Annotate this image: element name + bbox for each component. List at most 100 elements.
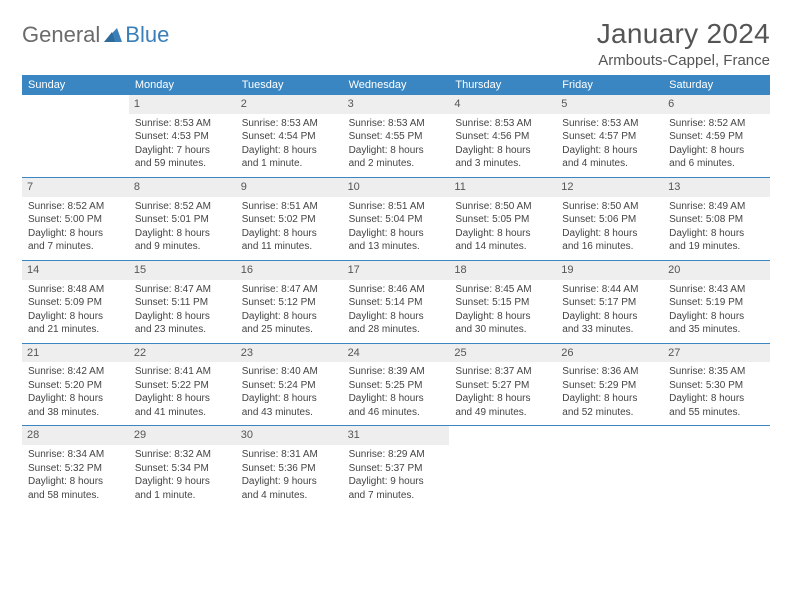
logo-triangle-icon: [104, 22, 122, 48]
day-number: 13: [663, 178, 770, 197]
calendar-day-cell: 16Sunrise: 8:47 AMSunset: 5:12 PMDayligh…: [236, 261, 343, 343]
calendar-day-cell: 24Sunrise: 8:39 AMSunset: 5:25 PMDayligh…: [343, 344, 450, 426]
day-number: 20: [663, 261, 770, 280]
day-info-line: Sunrise: 8:51 AM: [349, 200, 444, 214]
location-label: Armbouts-Cappel, France: [597, 52, 770, 69]
day-info-line: Daylight: 7 hours: [135, 144, 230, 158]
day-number: 6: [663, 95, 770, 114]
calendar-week-row: 14Sunrise: 8:48 AMSunset: 5:09 PMDayligh…: [22, 261, 770, 344]
day-number: 24: [343, 344, 450, 363]
day-info-line: Sunset: 5:04 PM: [349, 213, 444, 227]
day-info-line: Sunrise: 8:44 AM: [562, 283, 657, 297]
day-info-line: Sunset: 4:59 PM: [669, 130, 764, 144]
day-info-line: Sunset: 5:17 PM: [562, 296, 657, 310]
day-number: 25: [449, 344, 556, 363]
day-info-line: Sunset: 5:12 PM: [242, 296, 337, 310]
calendar-day-cell: 14Sunrise: 8:48 AMSunset: 5:09 PMDayligh…: [22, 261, 129, 343]
day-info-line: and 28 minutes.: [349, 323, 444, 337]
day-info-line: and 7 minutes.: [349, 489, 444, 503]
day-info-line: and 13 minutes.: [349, 240, 444, 254]
day-info-line: Sunrise: 8:31 AM: [242, 448, 337, 462]
day-info-line: Sunset: 4:56 PM: [455, 130, 550, 144]
day-info-line: Sunset: 4:53 PM: [135, 130, 230, 144]
calendar-week-row: 28Sunrise: 8:34 AMSunset: 5:32 PMDayligh…: [22, 426, 770, 508]
weekday-header: Wednesday: [343, 75, 450, 95]
day-number: [22, 95, 129, 114]
day-info-line: and 23 minutes.: [135, 323, 230, 337]
day-info-line: Sunset: 5:14 PM: [349, 296, 444, 310]
calendar-day-cell: 29Sunrise: 8:32 AMSunset: 5:34 PMDayligh…: [129, 426, 236, 508]
day-info-line: Sunset: 5:36 PM: [242, 462, 337, 476]
logo-text-blue: Blue: [125, 22, 169, 48]
calendar-day-cell: 1Sunrise: 8:53 AMSunset: 4:53 PMDaylight…: [129, 95, 236, 177]
month-year-title: January 2024: [597, 18, 770, 50]
day-info-line: Sunset: 4:57 PM: [562, 130, 657, 144]
day-info-line: Sunrise: 8:37 AM: [455, 365, 550, 379]
calendar-day-cell: 28Sunrise: 8:34 AMSunset: 5:32 PMDayligh…: [22, 426, 129, 508]
day-info-line: Daylight: 8 hours: [349, 144, 444, 158]
day-info-line: Sunset: 5:25 PM: [349, 379, 444, 393]
day-info-line: Daylight: 8 hours: [349, 310, 444, 324]
day-number: 17: [343, 261, 450, 280]
day-info-line: Sunset: 5:19 PM: [669, 296, 764, 310]
calendar-day-cell: 3 Sunrise: 8:53 AMSunset: 4:55 PMDaylight…: [343, 95, 450, 177]
day-info-line: Sunrise: 8:53 AM: [562, 117, 657, 131]
calendar-day-cell: [449, 426, 556, 508]
day-info-line: Daylight: 8 hours: [455, 310, 550, 324]
day-number: 5: [556, 95, 663, 114]
calendar-day-cell: 21Sunrise: 8:42 AMSunset: 5:20 PMDayligh…: [22, 344, 129, 426]
day-number: 30: [236, 426, 343, 445]
day-info-line: and 55 minutes.: [669, 406, 764, 420]
day-info-line: Sunrise: 8:52 AM: [28, 200, 123, 214]
day-number: 21: [22, 344, 129, 363]
day-number: 3: [343, 95, 450, 114]
calendar-day-cell: 30 Sunrise: 8:31 AMSunset: 5:36 PMDayligh…: [236, 426, 343, 508]
day-info-line: Daylight: 8 hours: [349, 227, 444, 241]
day-info-line: Sunset: 5:20 PM: [28, 379, 123, 393]
weekday-header-row: Sunday Monday Tuesday Wednesday Thursday…: [22, 75, 770, 95]
day-number: 7: [22, 178, 129, 197]
day-info-line: Daylight: 8 hours: [242, 392, 337, 406]
day-info-line: Sunrise: 8:43 AM: [669, 283, 764, 297]
calendar-day-cell: 23Sunrise: 8:40 AMSunset: 5:24 PMDayligh…: [236, 344, 343, 426]
day-info-line: and 41 minutes.: [135, 406, 230, 420]
day-info-line: Sunset: 4:55 PM: [349, 130, 444, 144]
calendar-day-cell: 8Sunrise: 8:52 AMSunset: 5:01 PMDaylight…: [129, 178, 236, 260]
day-number: 12: [556, 178, 663, 197]
day-info-line: Daylight: 8 hours: [455, 227, 550, 241]
day-info-line: Sunrise: 8:50 AM: [455, 200, 550, 214]
day-info-line: Sunset: 5:08 PM: [669, 213, 764, 227]
day-info-line: Sunrise: 8:46 AM: [349, 283, 444, 297]
day-info-line: Sunrise: 8:53 AM: [455, 117, 550, 131]
day-number: 8: [129, 178, 236, 197]
day-number: 2: [236, 95, 343, 114]
logo-text-general: General: [22, 22, 100, 48]
day-info-line: Sunrise: 8:34 AM: [28, 448, 123, 462]
day-info-line: and 2 minutes.: [349, 157, 444, 171]
day-info-line: Sunset: 5:34 PM: [135, 462, 230, 476]
calendar-day-cell: 6Sunrise: 8:52 AMSunset: 4:59 PMDaylight…: [663, 95, 770, 177]
brand-logo: General Blue: [22, 18, 169, 48]
day-info-line: Daylight: 8 hours: [242, 310, 337, 324]
day-info-line: Sunset: 5:06 PM: [562, 213, 657, 227]
calendar-day-cell: 4Sunrise: 8:53 AMSunset: 4:56 PMDaylight…: [449, 95, 556, 177]
day-info-line: and 16 minutes.: [562, 240, 657, 254]
calendar-day-cell: 9Sunrise: 8:51 AMSunset: 5:02 PMDaylight…: [236, 178, 343, 260]
weeks-container: 1Sunrise: 8:53 AMSunset: 4:53 PMDaylight…: [22, 95, 770, 508]
day-info-line: Daylight: 8 hours: [562, 310, 657, 324]
day-number: 19: [556, 261, 663, 280]
day-info-line: Sunrise: 8:47 AM: [242, 283, 337, 297]
day-info-line: and 49 minutes.: [455, 406, 550, 420]
day-info-line: Daylight: 8 hours: [135, 310, 230, 324]
day-info-line: Daylight: 8 hours: [669, 392, 764, 406]
day-info-line: Daylight: 8 hours: [669, 144, 764, 158]
day-info-line: Daylight: 9 hours: [242, 475, 337, 489]
day-number: 14: [22, 261, 129, 280]
day-info-line: Sunrise: 8:53 AM: [349, 117, 444, 131]
day-info-line: Sunrise: 8:29 AM: [349, 448, 444, 462]
day-info-line: Sunset: 5:11 PM: [135, 296, 230, 310]
day-info-line: and 9 minutes.: [135, 240, 230, 254]
day-number: 26: [556, 344, 663, 363]
day-info-line: Daylight: 8 hours: [669, 227, 764, 241]
calendar-day-cell: [22, 95, 129, 177]
